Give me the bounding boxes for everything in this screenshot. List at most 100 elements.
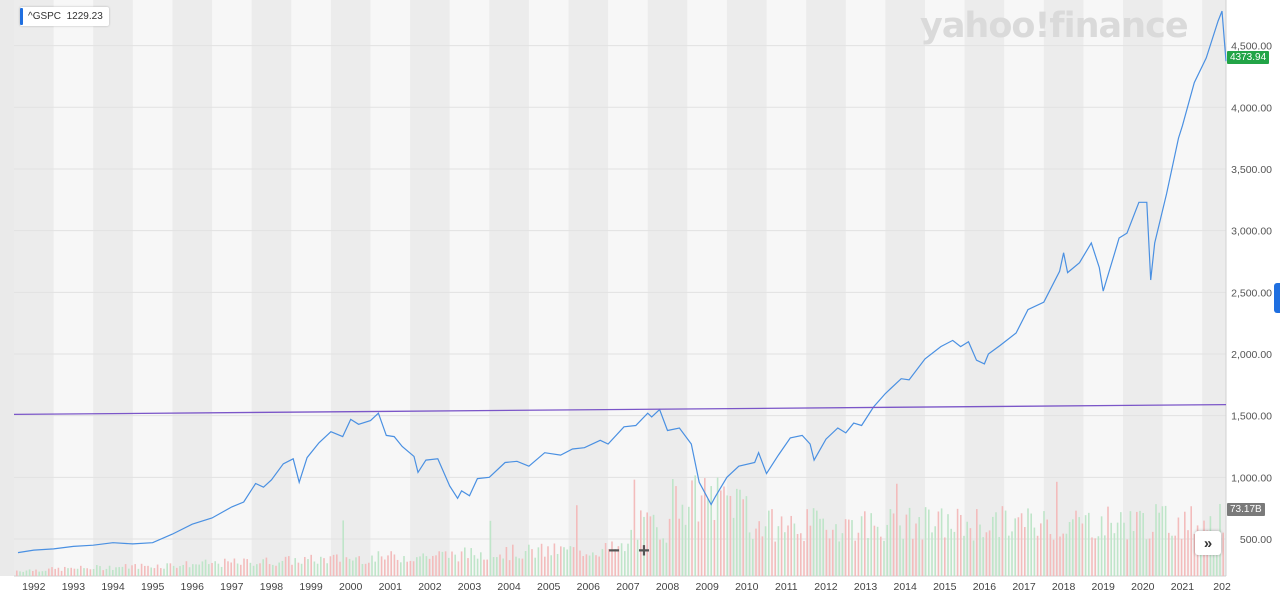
volume-bar — [268, 564, 271, 576]
volume-bar — [60, 570, 63, 576]
zoom-out-button[interactable]: − — [608, 539, 620, 562]
volume-bar — [528, 544, 530, 576]
scroll-forward-button[interactable]: » — [1195, 531, 1221, 555]
volume-bar — [153, 568, 156, 576]
volume-bar — [803, 541, 805, 576]
volume-bar — [227, 561, 229, 576]
volume-bar — [729, 495, 732, 576]
year-band — [410, 0, 450, 576]
volume-bar — [1187, 530, 1189, 576]
volume-bar — [233, 558, 236, 576]
volume-bar — [1065, 533, 1068, 576]
volume-bar — [931, 532, 933, 576]
volume-bar — [620, 543, 623, 576]
volume-bar — [313, 561, 316, 576]
volume-bar — [588, 555, 591, 576]
volume-bar — [192, 564, 194, 576]
volume-bar — [816, 510, 818, 576]
volume-bar — [665, 542, 668, 576]
volume-bar — [566, 549, 568, 576]
year-band — [251, 0, 292, 576]
volume-bar — [998, 537, 1000, 576]
volume-bar — [185, 561, 188, 576]
volume-bar — [80, 565, 82, 576]
volume-bar — [35, 569, 37, 576]
volume-bar — [214, 561, 216, 576]
volume-bar — [419, 556, 421, 576]
left-margin — [0, 0, 14, 576]
volume-bar — [649, 516, 652, 576]
volume-bar — [854, 540, 856, 576]
volume-bar — [1200, 538, 1202, 576]
volume-bar — [96, 565, 98, 576]
volume-bar — [236, 563, 239, 576]
volume-bar — [32, 571, 34, 576]
volume-bar — [627, 543, 629, 576]
volume-bar — [905, 514, 908, 576]
volume-bar — [560, 546, 562, 576]
volume-bar — [902, 538, 904, 576]
volume-bar — [300, 563, 303, 576]
volume-bar — [787, 525, 789, 576]
volume-bar — [531, 549, 533, 576]
year-band — [1202, 0, 1226, 576]
x-tick-label: 2002 — [418, 581, 442, 593]
volume-bar — [1171, 535, 1173, 576]
volume-bar — [1116, 522, 1119, 576]
x-tick-label: 2020 — [1131, 581, 1155, 593]
volume-bar — [1091, 537, 1093, 576]
year-band — [14, 0, 54, 576]
volume-bar — [630, 529, 632, 576]
volume-bar — [739, 489, 741, 576]
volume-bar — [262, 559, 264, 576]
x-tick-label: 2011 — [775, 581, 798, 593]
volume-bar — [208, 564, 210, 576]
volume-bar — [659, 539, 661, 576]
side-panel-toggle[interactable] — [1274, 283, 1280, 313]
volume-bar — [224, 558, 226, 576]
volume-bar — [220, 566, 223, 576]
volume-bar — [979, 524, 981, 576]
volume-bar — [691, 480, 693, 576]
volume-bar — [326, 563, 328, 576]
zoom-in-button[interactable]: + — [638, 539, 650, 562]
x-tick-label: 1992 — [22, 581, 46, 593]
volume-bar — [230, 562, 232, 576]
volume-bar — [92, 569, 95, 576]
volume-bar — [544, 556, 546, 576]
volume-bar — [70, 567, 72, 576]
year-band — [93, 0, 133, 576]
volume-bar — [432, 555, 434, 576]
volume-bar — [307, 559, 309, 576]
volume-bar — [134, 564, 136, 576]
x-tick-label: 2005 — [537, 581, 561, 593]
volume-bar — [57, 567, 60, 576]
series-legend[interactable]: ^GSPC 1229.23 — [20, 7, 109, 26]
series-color-swatch — [20, 8, 23, 25]
volume-bar — [16, 570, 18, 576]
volume-bar — [822, 518, 824, 576]
volume-bar — [899, 525, 901, 576]
volume-bar — [1222, 532, 1224, 576]
volume-bar — [499, 554, 501, 576]
volume-bar — [812, 508, 815, 576]
volume-bar — [1168, 532, 1170, 576]
volume-bar — [976, 509, 978, 576]
volume-bar — [1212, 535, 1215, 576]
price-series-line — [17, 10, 1227, 554]
volume-bar — [710, 486, 712, 576]
volume-bar — [89, 569, 92, 576]
volume-bar — [406, 561, 408, 576]
volume-bar — [217, 563, 220, 576]
volume-bar — [678, 518, 680, 576]
volume-bar — [1049, 534, 1052, 576]
volume-bar — [476, 558, 479, 576]
volume-bar — [384, 559, 386, 576]
x-tick-label: 1994 — [101, 581, 125, 593]
volume-bar — [700, 495, 703, 576]
volume-bar — [784, 532, 786, 576]
volume-bar — [1040, 523, 1042, 576]
volume-bar — [1072, 519, 1074, 576]
